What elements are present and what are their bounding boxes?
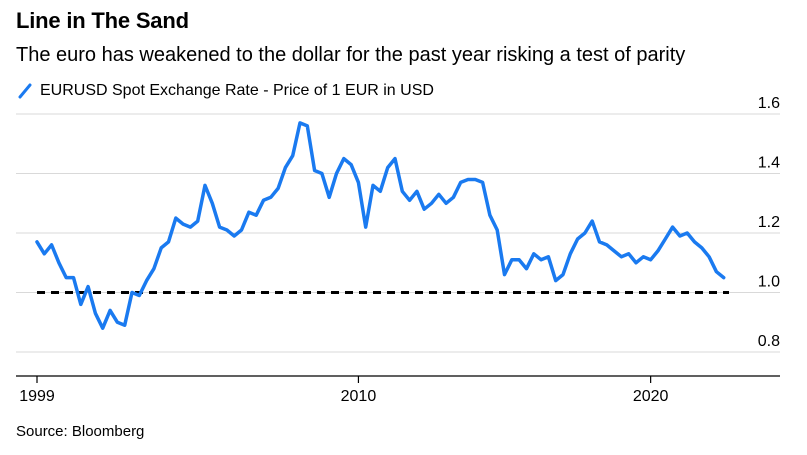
gridlines (16, 113, 780, 353)
y-tick-label: 1.0 (758, 274, 780, 291)
y-tick-label: 1.2 (758, 214, 780, 231)
series-lines (35, 121, 726, 330)
x-axis (16, 375, 780, 383)
x-tick-label: 2020 (633, 388, 669, 405)
tick-labels: 0.8 1.0 1.2 1.4 1.6 1999 2010 2020 (19, 95, 780, 405)
chart-subtitle: The euro has weakened to the dollar for … (16, 44, 686, 66)
series-line-eurusd (35, 121, 726, 330)
legend-swatch-icon (18, 83, 32, 99)
y-tick-label: 1.4 (758, 155, 780, 172)
source-note: Source: Bloomberg (16, 423, 145, 440)
y-tick-label: 0.8 (758, 333, 780, 350)
x-tick-label: 1999 (19, 388, 55, 405)
y-tick-label: 1.6 (758, 95, 780, 112)
legend-label: EURUSD Spot Exchange Rate - Price of 1 E… (40, 82, 434, 99)
legend: EURUSD Spot Exchange Rate - Price of 1 E… (18, 82, 434, 100)
x-tick-label: 2010 (341, 388, 377, 405)
chart-title: Line in The Sand (16, 8, 189, 33)
